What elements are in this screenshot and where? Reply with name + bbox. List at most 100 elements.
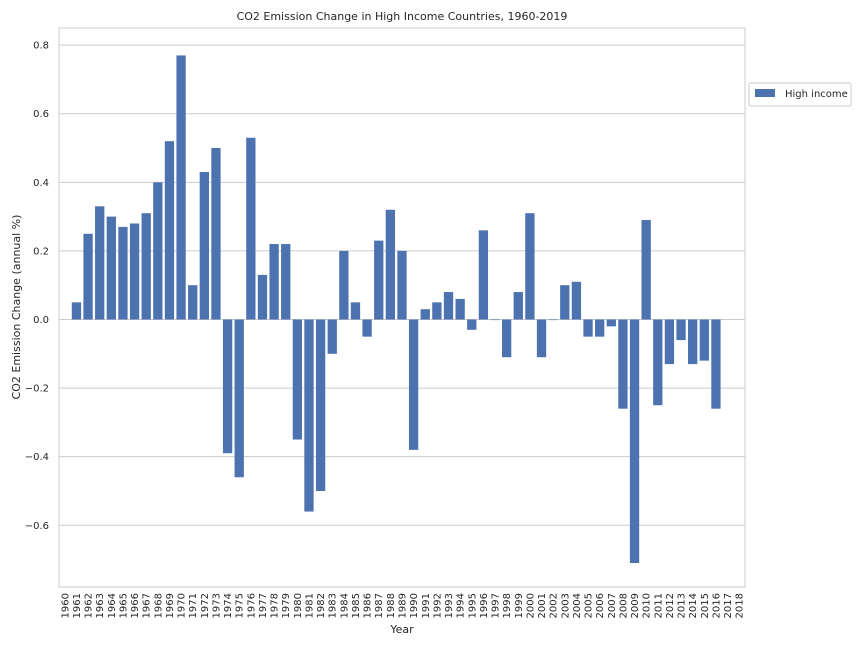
bar-2009 [629, 319, 640, 563]
x-tick-label: 1983 [328, 593, 339, 618]
bar-2002 [548, 319, 558, 321]
x-tick-label: 1964 [107, 593, 118, 618]
legend-label: High income [785, 89, 848, 100]
x-tick-label: 1991 [421, 593, 432, 618]
bar-1971 [188, 285, 198, 320]
x-tick-label: 2016 [711, 593, 722, 618]
x-tick-label: 1995 [467, 593, 478, 618]
x-tick-label: 1981 [304, 593, 315, 618]
bar-1972 [199, 172, 209, 320]
bar-1978 [269, 244, 279, 320]
bar-1984 [339, 250, 349, 320]
y-tick-label: 0.8 [33, 41, 49, 52]
bar-2007 [606, 319, 616, 327]
x-tick-label: 1979 [281, 593, 292, 618]
bar-1998 [501, 319, 512, 358]
bar-1997 [490, 319, 500, 321]
x-tick-label: 1993 [444, 593, 455, 618]
x-tick-label: 2005 [584, 593, 595, 618]
x-tick-label: 2001 [537, 593, 548, 618]
x-tick-label: 2006 [595, 593, 606, 618]
bar-1996 [478, 230, 489, 320]
bar-1969 [164, 141, 175, 320]
bar-1966 [129, 223, 140, 320]
x-tick-label: 2013 [677, 593, 688, 618]
x-tick-label: 2003 [560, 593, 571, 618]
bar-1967 [141, 213, 151, 320]
x-tick-label: 1986 [363, 593, 374, 618]
x-tick-label: 2012 [665, 593, 676, 618]
x-tick-label: 2010 [642, 593, 653, 618]
x-tick-label: 2015 [700, 593, 711, 618]
legend-box [748, 82, 852, 107]
bar-1962 [83, 233, 93, 320]
bar-2016 [711, 319, 721, 409]
y-tick-label: −0.2 [25, 384, 49, 395]
x-tick-label: 1999 [514, 593, 525, 618]
x-tick-label: 1997 [491, 593, 502, 618]
x-tick-label: 1962 [84, 593, 95, 618]
bar-2005 [583, 319, 593, 337]
plot-frame [58, 27, 746, 588]
legend-swatch [755, 89, 775, 97]
x-tick-label: 1992 [432, 593, 443, 618]
chart-title: CO2 Emission Change in High Income Count… [237, 10, 568, 23]
x-tick-label: 1994 [456, 593, 467, 618]
bar-1987 [374, 240, 384, 320]
bar-1973 [211, 148, 221, 320]
x-tick-label: 1989 [398, 593, 409, 618]
x-tick-label: 1969 [165, 593, 176, 618]
bar-1965 [118, 226, 128, 320]
bar-1994 [455, 298, 465, 320]
y-tick-label: 0.4 [33, 178, 49, 189]
bar-2003 [560, 285, 570, 320]
x-tick-label: 1970 [177, 593, 188, 618]
bar-1989 [397, 250, 407, 320]
bar-1964 [106, 216, 116, 320]
x-tick-label: 1982 [316, 593, 327, 618]
bar-1977 [257, 274, 268, 320]
bar-1970 [176, 55, 186, 320]
legend: High income [748, 82, 852, 107]
x-tick-label: 1984 [339, 593, 350, 618]
bar-1961 [71, 302, 82, 320]
bar-1985 [350, 302, 361, 320]
x-tick-label: 1961 [72, 593, 83, 618]
x-tick-label: 2017 [723, 593, 734, 618]
bar-2013 [676, 319, 686, 341]
x-tick-label: 1975 [235, 593, 246, 618]
y-tick-label: 0.2 [33, 246, 49, 257]
x-tick-label: 1987 [374, 593, 385, 618]
x-tick-label: 2018 [735, 593, 746, 618]
x-tick-label: 1978 [270, 593, 281, 618]
x-tick-label: 1998 [502, 593, 513, 618]
bar-1975 [234, 319, 244, 478]
x-tick-label: 1971 [188, 593, 199, 618]
x-tick-label: 1960 [60, 593, 71, 618]
x-tick-label: 2009 [630, 593, 641, 618]
x-tick-label: 1985 [351, 593, 362, 618]
bar-1983 [327, 319, 337, 354]
x-tick-label: 1963 [95, 593, 106, 618]
bar-2004 [571, 281, 582, 320]
x-tick-label: 2008 [618, 593, 629, 618]
bar-2000 [525, 213, 535, 320]
x-tick-label: 1980 [293, 593, 304, 618]
bar-1976 [246, 137, 256, 320]
bar-1991 [420, 309, 430, 320]
x-tick-label: 1965 [118, 593, 129, 618]
bar-2010 [641, 220, 651, 320]
x-tick-label: 1996 [479, 593, 490, 618]
x-tick-label: 1967 [142, 593, 153, 618]
bar-1992 [432, 302, 442, 320]
x-tick-label: 1966 [130, 593, 141, 618]
bar-1974 [222, 319, 233, 454]
bar-1981 [304, 319, 314, 512]
bar-1986 [362, 319, 372, 337]
bar-1990 [408, 319, 419, 450]
bar-1979 [281, 244, 291, 320]
y-tick-label: −0.6 [25, 521, 49, 532]
